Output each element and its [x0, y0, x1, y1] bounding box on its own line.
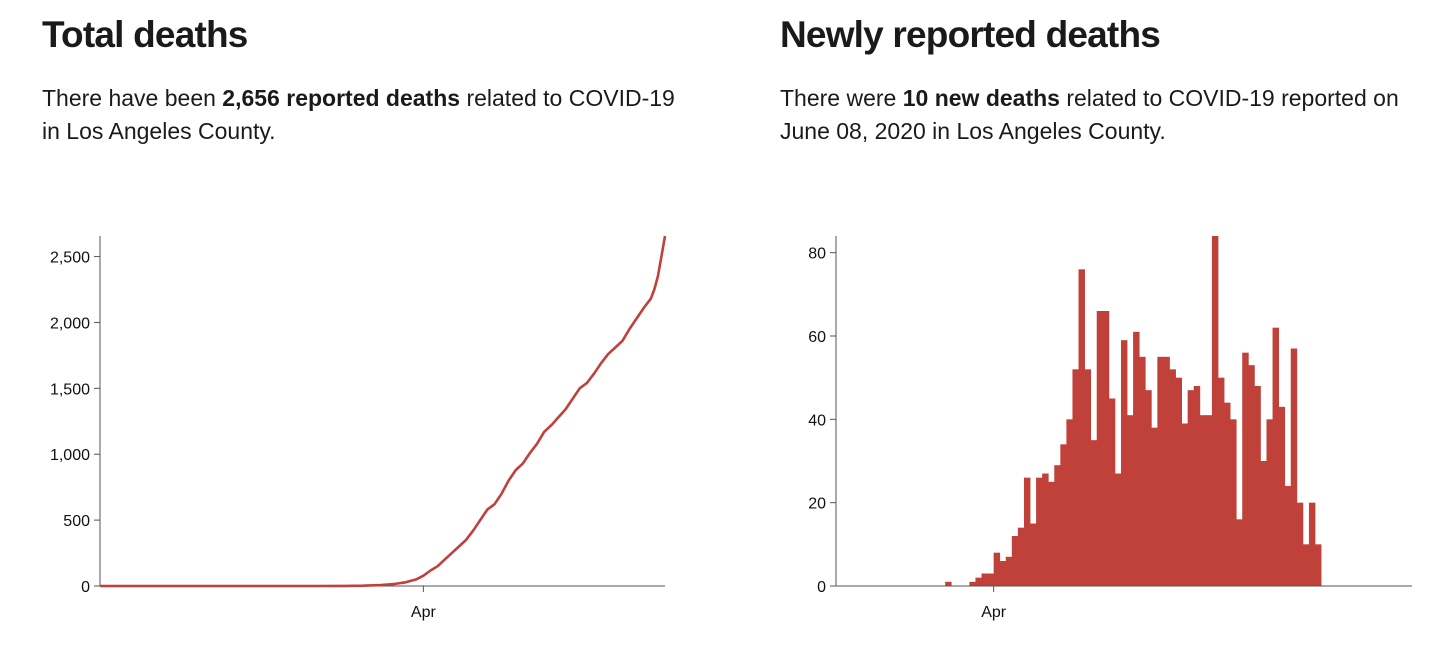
new-deaths-bar [1278, 406, 1286, 586]
new-deaths-bar [1314, 544, 1322, 586]
new-deaths-bar [1108, 398, 1116, 586]
total-deaths-desc-bold: 2,656 reported deaths [222, 85, 461, 111]
new-deaths-bar [1217, 377, 1225, 586]
new-deaths-bar [1211, 236, 1219, 586]
total-deaths-x-tick-label: Apr [411, 604, 437, 621]
new-deaths-bar [1096, 311, 1104, 586]
total-deaths-panel: Total deaths There have been 2,656 repor… [42, 14, 682, 621]
total-deaths-line [100, 235, 667, 588]
new-deaths-y-tick-label: 80 [808, 246, 826, 263]
new-deaths-bar [1090, 440, 1098, 586]
new-deaths-bar [969, 581, 976, 586]
total-deaths-desc-text: There have been [42, 85, 223, 111]
total-deaths-description: There have been 2,656 reported deaths re… [42, 82, 682, 148]
new-deaths-bar [1084, 369, 1092, 586]
total-deaths-desc-text-end: related to COVID-19 in Los Angeles Count… [42, 85, 675, 144]
new-deaths-bar [1023, 477, 1031, 586]
new-deaths-bar-chart: 0 20 40 60 80 Apr [808, 236, 1412, 621]
new-deaths-bar [1054, 465, 1061, 586]
new-deaths-bar [1127, 415, 1134, 586]
total-deaths-y-tick-label: 1,000 [50, 447, 90, 464]
new-deaths-y-tick-label: 20 [808, 496, 826, 513]
new-deaths-bar [1266, 419, 1273, 586]
total-deaths-line-chart: 0 500 1,000 1,500 2,000 2,500 Apr [50, 235, 667, 621]
new-deaths-bar [1260, 461, 1267, 586]
new-deaths-bar [993, 552, 1001, 586]
new-deaths-desc-text: There were [780, 85, 903, 111]
new-deaths-panel: Newly reported deaths There were 10 new … [720, 0, 1440, 648]
new-deaths-y-tick-label: 40 [808, 412, 826, 429]
new-deaths-bar [1133, 331, 1140, 586]
new-deaths-bar [975, 577, 982, 586]
new-deaths-bar [1078, 269, 1085, 586]
new-deaths-bar [1193, 386, 1201, 586]
total-deaths-y-tick-label: 0 [81, 579, 90, 596]
new-deaths-bar [1030, 523, 1037, 586]
new-deaths-bar [1230, 419, 1237, 586]
new-deaths-bar [1066, 419, 1073, 586]
new-deaths-y-tick-label: 60 [808, 329, 826, 346]
new-deaths-bar [999, 561, 1007, 586]
new-deaths-bar [1120, 340, 1128, 586]
new-deaths-bar [1005, 556, 1013, 586]
new-deaths-bar [1060, 444, 1067, 586]
total-deaths-y-tick-label: 500 [63, 513, 90, 530]
new-deaths-bar [1048, 481, 1055, 586]
new-deaths-bar [1224, 402, 1231, 586]
new-deaths-bar [1248, 365, 1255, 586]
new-deaths-bar [1290, 348, 1298, 586]
new-deaths-bar [1169, 369, 1176, 586]
new-deaths-bar [1145, 390, 1152, 586]
new-deaths-bar [1139, 356, 1146, 586]
new-deaths-bar [1199, 415, 1207, 586]
new-deaths-bar [1181, 423, 1189, 586]
new-deaths-bar [1205, 415, 1213, 586]
new-deaths-desc-bold: 10 new deaths [902, 85, 1060, 111]
new-deaths-bar [945, 581, 952, 586]
new-deaths-bar [1272, 327, 1280, 586]
new-deaths-bar [987, 573, 995, 586]
new-deaths-bar [1254, 386, 1261, 586]
new-deaths-bar [1302, 544, 1310, 586]
new-deaths-bar [1011, 536, 1019, 586]
total-deaths-y-tick-label: 2,000 [50, 315, 90, 332]
new-deaths-bar [1151, 427, 1158, 586]
new-deaths-bar [1102, 311, 1110, 586]
new-deaths-x-tick-label: Apr [981, 604, 1007, 621]
new-deaths-bar [981, 573, 988, 586]
total-deaths-y-tick-label: 1,500 [50, 381, 90, 398]
new-deaths-y-tick-label: 0 [817, 579, 826, 596]
total-deaths-y-tick-label: 2,500 [50, 250, 90, 267]
new-deaths-bar [1072, 369, 1079, 586]
new-deaths-bar [1242, 352, 1249, 586]
new-deaths-bar [1163, 356, 1170, 586]
new-deaths-bar [1187, 390, 1195, 586]
new-deaths-bar [1017, 527, 1025, 586]
new-deaths-bar [1036, 477, 1043, 586]
new-deaths-bar [1157, 356, 1164, 586]
new-deaths-bar [1114, 473, 1122, 586]
new-deaths-bar [1284, 486, 1292, 586]
new-deaths-bar [1308, 502, 1316, 586]
new-deaths-desc-text-end: related to COVID-19 reported on June 08,… [780, 85, 1399, 144]
new-deaths-bar [1236, 519, 1243, 586]
new-deaths-bar [1296, 502, 1304, 586]
new-deaths-bar [1175, 377, 1182, 586]
total-deaths-title: Total deaths [42, 14, 248, 55]
new-deaths-bar [1042, 473, 1049, 586]
new-deaths-description: There were 10 new deaths related to COVI… [780, 82, 1440, 148]
new-deaths-title: Newly reported deaths [780, 14, 1161, 55]
